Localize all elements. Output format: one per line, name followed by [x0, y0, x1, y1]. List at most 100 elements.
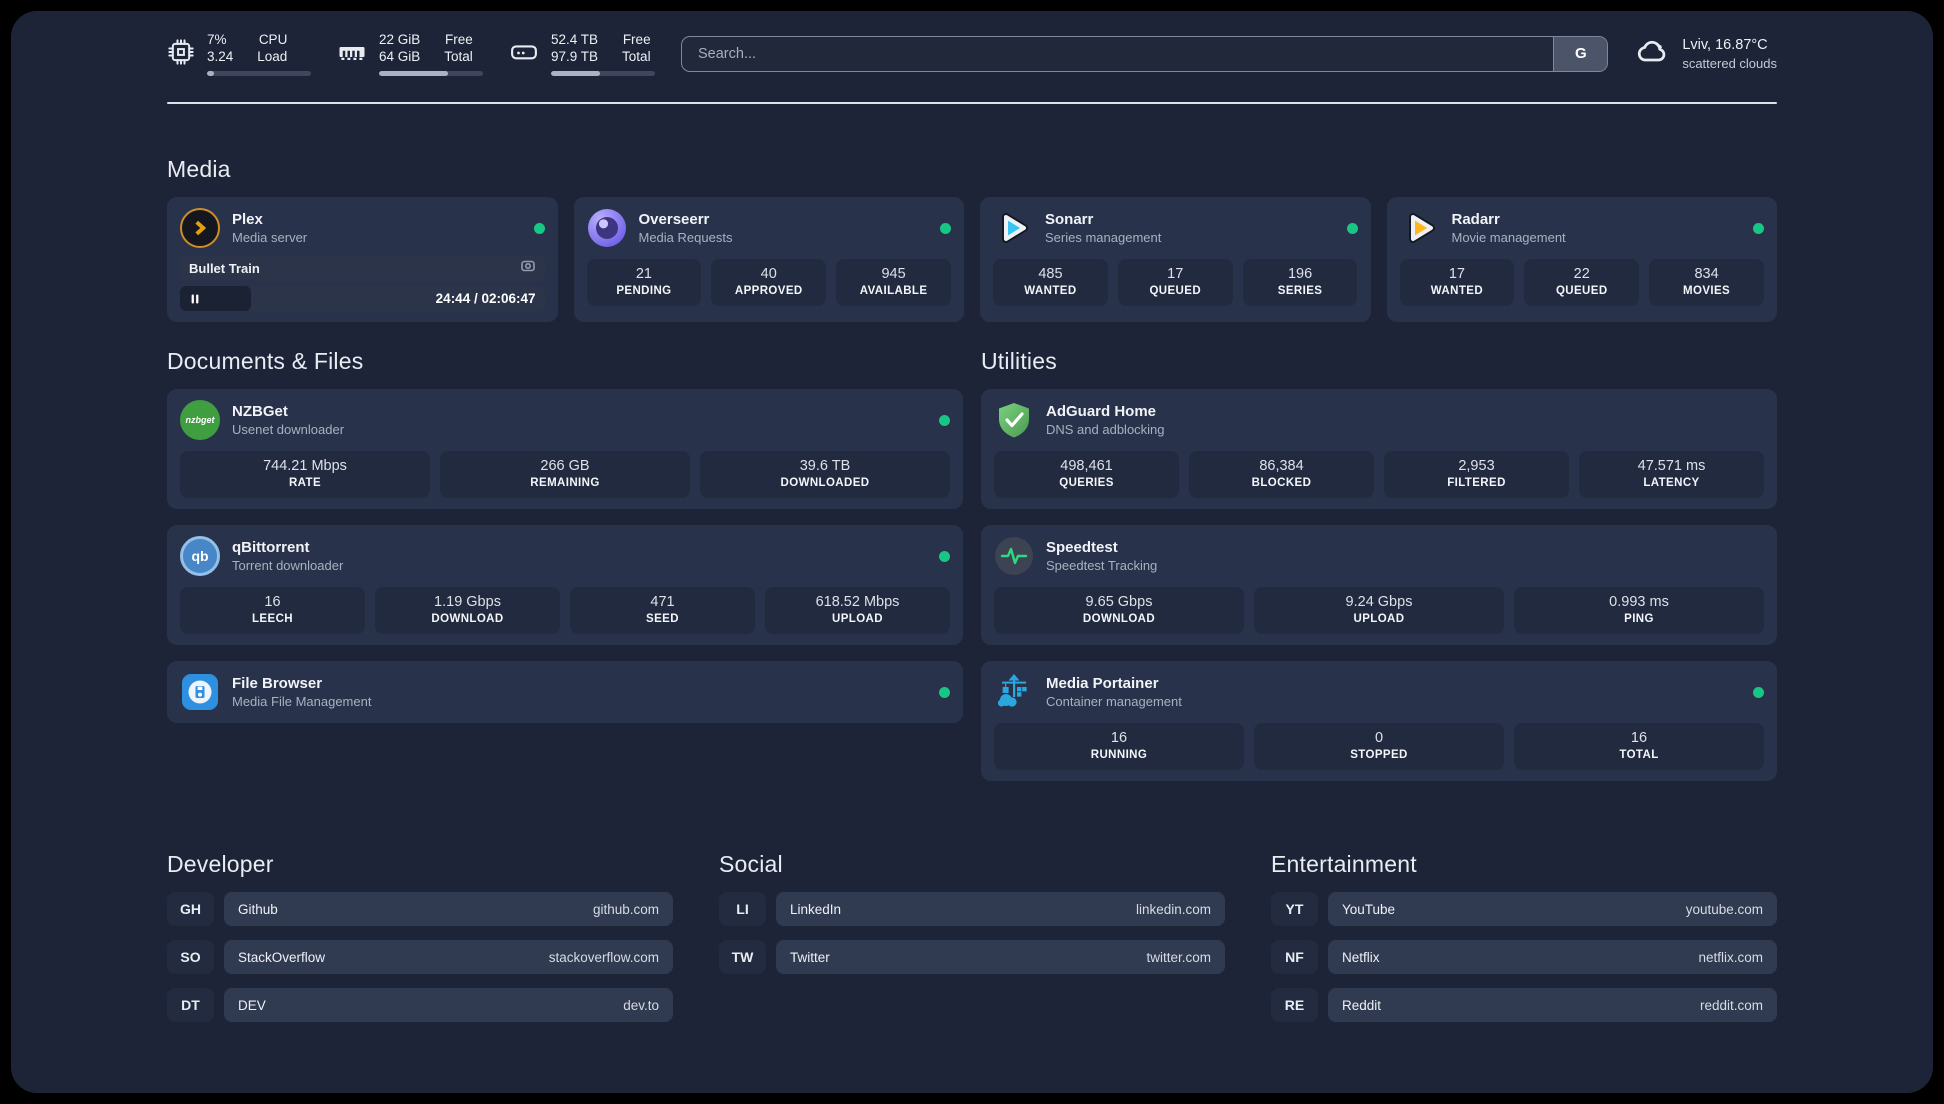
portainer-icon: [994, 672, 1034, 712]
weather-location: Lviv, 16.87°C: [1682, 36, 1768, 53]
radarr-status-dot: [1753, 222, 1764, 234]
cpu-load-value: 3.24: [207, 49, 234, 64]
nzbget-status-dot: [939, 414, 950, 426]
plex-status-dot: [533, 222, 545, 234]
linkedin-abbr-badge: LI: [719, 892, 766, 926]
cloud-icon: [1634, 33, 1670, 74]
plex-now-playing: Bullet Train: [180, 256, 545, 281]
netflix-abbr-badge: NF: [1271, 940, 1318, 974]
portainer-stat-total: 16 TOTAL: [1514, 723, 1764, 770]
filebrowser-subtitle: Media File Management: [232, 694, 372, 709]
sonarr-stat-wanted: 485 WANTED: [993, 259, 1108, 306]
link-row-linkedin: LI LinkedIn linkedin.com: [719, 892, 1225, 926]
nzbget-stat-downloaded: 39.6 TB DOWNLOADED: [700, 451, 950, 498]
section-social: Social LI LinkedIn linkedin.com TW Twitt…: [719, 851, 1225, 974]
portainer-status-dot: [1753, 686, 1764, 698]
cpu-label: CPU: [258, 32, 288, 47]
nzbget-subtitle: Usenet downloader: [232, 422, 345, 437]
link-dev[interactable]: DEV dev.to: [224, 988, 673, 1022]
overseerr-subtitle: Media Requests: [638, 230, 733, 245]
memory-total-label: Total: [444, 49, 473, 64]
disk-total-value: 97.9 TB: [551, 49, 599, 64]
stackoverflow-abbr-badge: SO: [167, 940, 214, 974]
sonarr-stat-queued: 17 QUEUED: [1117, 259, 1233, 306]
link-row-netflix: NF Netflix netflix.com: [1271, 940, 1777, 974]
reddit-abbr-badge: RE: [1271, 988, 1318, 1022]
sonarr-icon: [993, 208, 1033, 248]
qbittorrent-subtitle: Torrent downloader: [232, 558, 344, 573]
link-youtube[interactable]: YouTube youtube.com: [1328, 892, 1777, 926]
card-qbittorrent[interactable]: qb qBittorrent Torrent downloader 16 LEEC…: [167, 525, 963, 645]
link-row-github: GH Github github.com: [167, 892, 673, 926]
section-title-utilities: Utilities: [981, 348, 1057, 374]
section-developer: Developer GH Github github.com SO StackO…: [167, 851, 673, 1022]
card-portainer[interactable]: Media Portainer Container management 16 R…: [981, 661, 1777, 781]
radarr-stat-wanted: 17 WANTED: [1399, 259, 1515, 306]
disk-icon: [509, 37, 539, 71]
link-linkedin[interactable]: LinkedIn linkedin.com: [776, 892, 1225, 926]
link-stackoverflow[interactable]: StackOverflow stackoverflow.com: [224, 940, 673, 974]
sonarr-subtitle: Series management: [1045, 230, 1162, 245]
sonarr-status-dot: [1346, 222, 1358, 234]
google-search-button[interactable]: G: [1553, 36, 1608, 71]
pause-icon: [189, 293, 201, 305]
weather-widget: Lviv, 16.87°C scattered clouds: [1634, 33, 1777, 74]
overseerr-stat-approved: 40 APPROVED: [711, 259, 827, 306]
card-filebrowser[interactable]: File Browser Media File Management: [167, 661, 963, 723]
dashboard-panel: 7% 3.24 CPU Load: [11, 11, 1933, 1093]
search-input[interactable]: [682, 36, 1554, 71]
link-row-dev: DT DEV dev.to: [167, 988, 673, 1022]
overseerr-stat-pending: 21 PENDING: [586, 259, 702, 306]
card-plex[interactable]: Plex Media server Bullet Train: [167, 197, 558, 322]
portainer-stat-running: 16 RUNNING: [994, 723, 1244, 770]
section-utilities: Utilities: [981, 348, 1777, 797]
search-bar: G: [681, 35, 1609, 72]
nzbget-name: NZBGet: [232, 403, 288, 420]
filebrowser-icon: [180, 672, 220, 712]
card-sonarr[interactable]: Sonarr Series management 485 WANTED 17 QUE…: [980, 197, 1371, 322]
adguard-stat-filtered: 2,953 FILTERED: [1384, 451, 1569, 498]
cpu-load-label: Load: [257, 49, 288, 64]
adguard-subtitle: DNS and adblocking: [1046, 422, 1165, 437]
adguard-name: AdGuard Home: [1046, 403, 1157, 420]
memory-free-label: Free: [445, 32, 473, 47]
memory-free-value: 22 GiB: [379, 32, 421, 47]
radarr-stat-queued: 22 QUEUED: [1524, 259, 1640, 306]
cpu-usage-value: 7%: [207, 32, 227, 47]
adguard-icon: [994, 400, 1034, 440]
weather-condition: scattered clouds: [1682, 55, 1777, 71]
speedtest-icon: [994, 536, 1034, 576]
link-github[interactable]: Github github.com: [224, 892, 673, 926]
link-row-youtube: YT YouTube youtube.com: [1271, 892, 1777, 926]
link-reddit[interactable]: Reddit reddit.com: [1328, 988, 1777, 1022]
card-nzbget[interactable]: nzbget NZBGet Usenet downloader 744.21 M…: [167, 389, 963, 509]
card-radarr[interactable]: Radarr Movie management 17 WANTED 22 QUEUE…: [1386, 197, 1777, 322]
disk-total-label: Total: [622, 49, 651, 64]
github-abbr-badge: GH: [167, 892, 214, 926]
qbittorrent-stat-seed: 471 SEED: [570, 587, 755, 634]
cpu-chip-icon: [167, 38, 195, 70]
section-title-documents: Documents & Files: [167, 348, 364, 374]
plex-icon: [180, 208, 220, 248]
header-divider: [167, 102, 1777, 104]
dev-abbr-badge: DT: [167, 988, 214, 1022]
link-netflix[interactable]: Netflix netflix.com: [1328, 940, 1777, 974]
qbittorrent-icon: qb: [180, 536, 220, 576]
youtube-abbr-badge: YT: [1271, 892, 1318, 926]
sonarr-name: Sonarr: [1045, 211, 1094, 228]
radarr-name: Radarr: [1451, 211, 1500, 228]
link-twitter[interactable]: Twitter twitter.com: [776, 940, 1225, 974]
section-entertainment: Entertainment YT YouTube youtube.com NF …: [1271, 851, 1777, 1022]
radarr-subtitle: Movie management: [1451, 230, 1566, 245]
memory-usage-bar: [379, 71, 483, 76]
section-title-developer: Developer: [167, 851, 274, 877]
cpu-metric: 7% 3.24 CPU Load: [167, 31, 311, 76]
overseerr-status-dot: [940, 222, 951, 234]
section-media: Media Plex Media server: [167, 156, 1777, 322]
card-overseerr[interactable]: Overseerr Media Requests 21 PENDING 40 APP…: [573, 197, 964, 322]
card-adguard[interactable]: AdGuard Home DNS and adblocking 498,461 Q…: [981, 389, 1777, 509]
qbittorrent-stat-leech: 16 LEECH: [180, 587, 365, 634]
plex-playback-time: 24:44 / 02:06:47: [435, 291, 536, 306]
card-speedtest[interactable]: Speedtest Speedtest Tracking 9.65 Gbps DO…: [981, 525, 1777, 645]
top-bar: 7% 3.24 CPU Load: [167, 11, 1777, 76]
